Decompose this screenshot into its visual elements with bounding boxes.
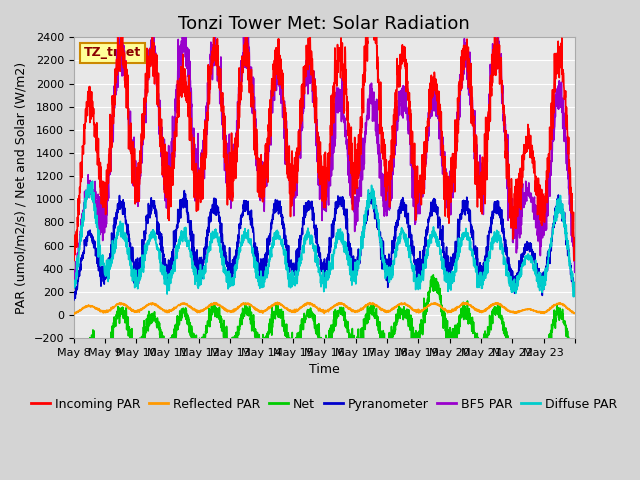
- Legend: Incoming PAR, Reflected PAR, Net, Pyranometer, BF5 PAR, Diffuse PAR: Incoming PAR, Reflected PAR, Net, Pyrano…: [26, 393, 623, 416]
- X-axis label: Time: Time: [309, 363, 340, 376]
- Y-axis label: PAR (umol/m2/s) / Net and Solar (W/m2): PAR (umol/m2/s) / Net and Solar (W/m2): [15, 62, 28, 314]
- Title: Tonzi Tower Met: Solar Radiation: Tonzi Tower Met: Solar Radiation: [179, 15, 470, 33]
- Text: TZ_tmet: TZ_tmet: [84, 47, 141, 60]
